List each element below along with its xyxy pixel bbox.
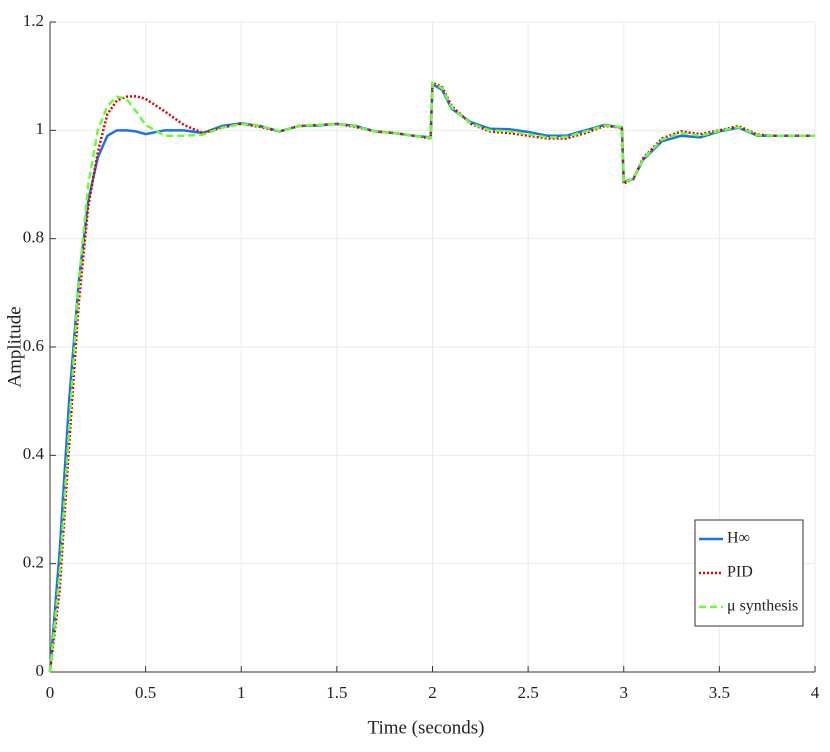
legend-label: H∞ xyxy=(727,530,750,547)
x-tick-label: 2.5 xyxy=(518,683,539,702)
y-tick-label: 0.4 xyxy=(23,444,45,463)
series-line xyxy=(48,81,815,673)
x-tick-label: 2 xyxy=(428,683,437,702)
x-tick-label: 1 xyxy=(237,683,246,702)
x-tick-label: 3 xyxy=(620,683,629,702)
y-tick-label: 0 xyxy=(36,661,45,680)
x-tick-label: 0 xyxy=(46,683,55,702)
y-tick-label: 1.2 xyxy=(23,11,44,30)
legend-label: μ synthesis xyxy=(727,598,798,615)
x-tick-label: 0.5 xyxy=(135,683,156,702)
y-tick-label: 0.8 xyxy=(23,228,44,247)
y-tick-label: 1 xyxy=(36,119,45,138)
series-line xyxy=(48,80,815,673)
y-tick-label: 0.6 xyxy=(23,336,44,355)
y-tick-label: 0.2 xyxy=(23,553,44,572)
x-tick-label: 1.5 xyxy=(326,683,347,702)
x-axis-label: Time (seconds) xyxy=(368,717,485,738)
y-axis-label: Amplitude xyxy=(4,306,25,387)
x-tick-label: 4 xyxy=(811,683,820,702)
legend: H∞ PID μ synthesis xyxy=(694,519,804,627)
x-tick-label: 3.5 xyxy=(709,683,730,702)
legend-label: PID xyxy=(727,564,753,581)
